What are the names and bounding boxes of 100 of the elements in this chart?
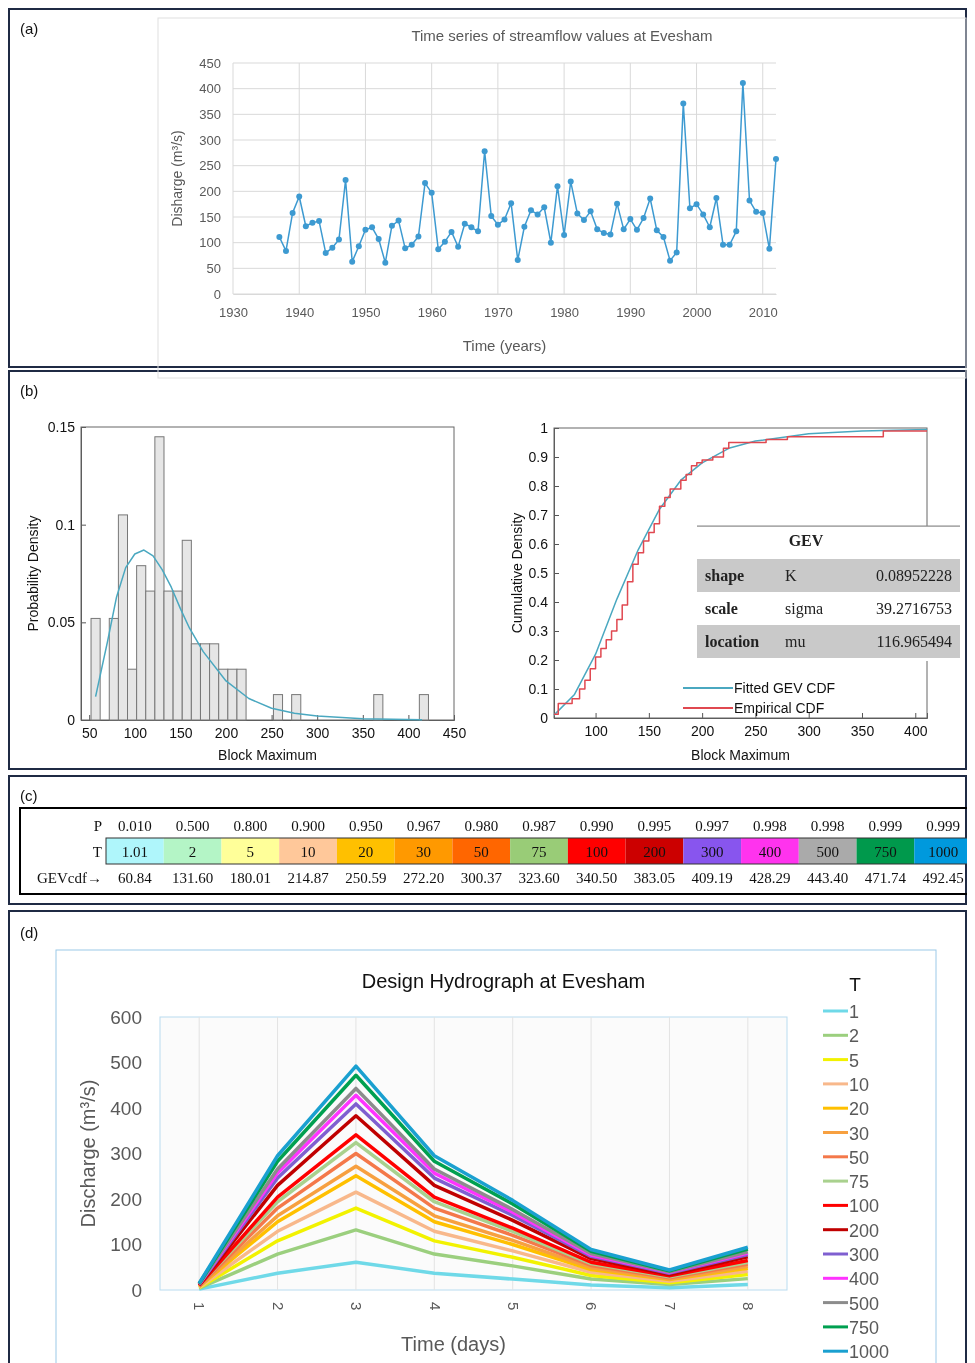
y-tick-label: 0.4 [528,593,549,610]
text: 5 [246,843,255,860]
legend-label: 1000 [849,1342,890,1363]
annotation: location [705,633,760,650]
x-tick-label: 400 [397,724,421,741]
y-tick-label: 300 [199,132,221,148]
annotation: scale [705,600,738,617]
text: 0.010 [117,817,152,834]
text: 0.800 [233,817,268,834]
category-label: GEVcdf→ [37,869,102,886]
y-tick-label: 400 [199,81,221,97]
y-tick-label: 0.8 [528,477,549,494]
legend-label: 300 [849,1245,880,1265]
text: 492.45 [922,869,964,886]
y-tick-label: 100 [110,1234,142,1256]
x-tick-label: 300 [797,722,822,739]
legend-label: 2 [849,1026,860,1047]
x-tick-label: 1970 [483,305,513,321]
text: 272.20 [402,869,445,886]
text: 50 [473,843,489,860]
y-tick-label: 0 [67,711,76,728]
annotation: 116.965494 [876,633,952,650]
y-tick-label: 0.9 [528,448,549,465]
x-tick-label: 5 [504,1302,522,1311]
x-tick-label: 50 [81,724,98,741]
chart-title: Time series of streamflow values at Evesham [411,27,713,44]
x-axis-title: Block Maximum [218,747,317,763]
x-tick-label: 1950 [351,305,381,321]
text: 0.998 [753,817,787,834]
text: 1.01 [121,843,148,860]
text: 0.998 [810,817,845,834]
legend-label: 500 [849,1293,880,1314]
text: 0.995 [637,817,672,834]
x-tick-label: 2010 [748,305,778,321]
text: 1000 [928,843,959,860]
x-tick-label: 3 [348,1302,366,1311]
legend-label: 400 [849,1269,880,1290]
legend-label: 750 [849,1317,880,1338]
x-axis-title: Time (days) [401,1333,506,1355]
text: 471.74 [864,869,907,886]
text: 383.05 [633,869,676,886]
text: (b) [20,382,39,399]
text: 0.999 [926,817,961,834]
x-tick-label: 250 [260,724,284,741]
y-axis-title: Discharge (m³/s) [77,1079,99,1228]
text: 0.990 [579,817,614,834]
text: 30 [416,843,432,860]
text: 60.84 [117,869,152,886]
x-tick-label: 7 [661,1302,679,1311]
text: 750 [874,843,897,860]
y-tick-label: 150 [199,209,221,225]
legend-label: Empirical CDF [734,700,825,716]
line-series [197,1206,750,1290]
x-tick-label: 1930 [219,305,248,321]
x-tick-label: 4 [426,1302,444,1311]
legend-label: 30 [849,1123,870,1144]
y-axis-title: Disharge (m³/s) [169,130,185,227]
legend-label: 50 [849,1147,870,1168]
y-axis-title: Probability Density [25,515,41,632]
annotation: 0.08952228 [876,567,952,584]
x-tick-label: 8 [740,1302,758,1311]
text: 0.950 [348,817,383,834]
text: 100 [585,843,608,860]
text: (c) [20,787,38,804]
x-tick-label: 300 [306,724,330,741]
annotation: K [785,567,797,584]
x-tick-label: 200 [690,722,715,739]
text: 300.37 [460,869,502,886]
text: 180.01 [229,869,271,886]
text: 0.900 [291,817,325,834]
text: 340.50 [576,869,618,886]
x-tick-label: 400 [904,722,928,739]
text: 2 [188,843,197,860]
y-tick-label: 300 [110,1143,142,1165]
x-axis-title: Time (years) [462,337,547,354]
x-tick-label: 1990 [616,305,646,321]
x-tick-label: 1980 [550,305,580,321]
annotation: 39.2716753 [876,600,952,617]
y-tick-label: 500 [110,1052,142,1074]
legend-title: T [849,974,862,995]
y-tick-label: 450 [199,55,221,71]
x-tick-label: 2 [269,1302,287,1311]
chart-title: Design Hydrograph at Evesham [361,970,646,992]
y-tick-label: 200 [110,1188,142,1210]
x-tick-label: 1940 [285,305,315,321]
text: 428.29 [749,869,791,886]
text: 323.60 [518,869,560,886]
y-tick-label: 100 [199,235,221,251]
text: 20 [358,843,374,860]
x-tick-label: 350 [850,722,875,739]
text: 10 [300,843,316,860]
text: 75 [531,843,547,860]
annotation: shape [705,567,745,585]
y-tick-label: 600 [110,1006,142,1028]
y-tick-label: 250 [199,158,221,174]
y-tick-label: 0.1 [528,680,549,697]
legend-label: 75 [849,1172,870,1193]
legend-label: 100 [849,1196,880,1217]
y-tick-label: 0.1 [55,516,76,533]
text: (d) [20,924,39,941]
